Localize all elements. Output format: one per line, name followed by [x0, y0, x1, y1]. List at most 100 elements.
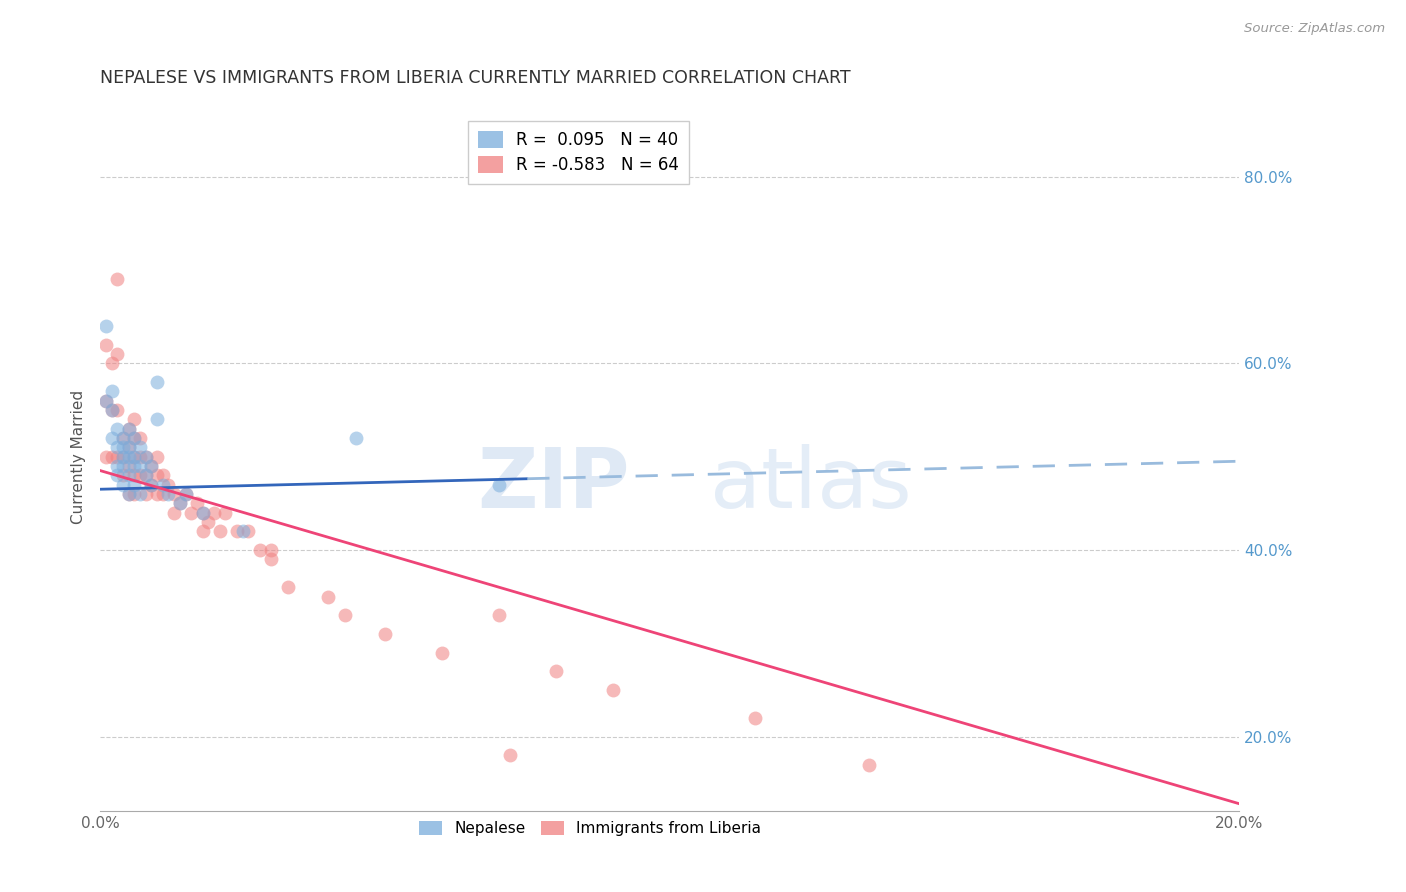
Point — [105, 458, 128, 473]
Point — [191, 506, 214, 520]
Point — [94, 318, 117, 333]
Text: Source: ZipAtlas.com: Source: ZipAtlas.com — [1244, 22, 1385, 36]
Point — [111, 440, 134, 454]
Point — [135, 487, 157, 501]
Point — [111, 450, 134, 464]
Point — [174, 487, 197, 501]
Point — [129, 468, 152, 483]
Point — [129, 450, 152, 464]
Point — [174, 487, 197, 501]
Point — [105, 440, 128, 454]
Point — [105, 468, 128, 483]
Point — [249, 542, 271, 557]
Point — [105, 347, 128, 361]
Point — [146, 375, 169, 389]
Point — [100, 356, 122, 370]
Point — [374, 627, 396, 641]
Point — [488, 477, 510, 491]
Point — [105, 450, 128, 464]
Point — [225, 524, 247, 539]
Point — [238, 524, 260, 539]
Point — [117, 468, 139, 483]
Point — [333, 608, 356, 623]
Point — [157, 477, 180, 491]
Point — [124, 450, 146, 464]
Point — [124, 487, 146, 501]
Point — [744, 711, 766, 725]
Point — [858, 757, 880, 772]
Point — [135, 468, 157, 483]
Point — [231, 524, 253, 539]
Point — [124, 477, 146, 491]
Point — [135, 450, 157, 464]
Point — [124, 431, 146, 445]
Point — [602, 682, 624, 697]
Point — [100, 384, 122, 399]
Point — [191, 524, 214, 539]
Point — [152, 477, 174, 491]
Point — [499, 748, 522, 763]
Point — [117, 440, 139, 454]
Point — [146, 412, 169, 426]
Point — [111, 431, 134, 445]
Point — [94, 337, 117, 351]
Point — [135, 450, 157, 464]
Point — [197, 515, 219, 529]
Point — [111, 431, 134, 445]
Point — [169, 496, 191, 510]
Point — [141, 458, 163, 473]
Point — [105, 421, 128, 435]
Point — [124, 412, 146, 426]
Point — [180, 506, 202, 520]
Point — [94, 393, 117, 408]
Point — [124, 450, 146, 464]
Point — [117, 421, 139, 435]
Point — [214, 506, 236, 520]
Point — [111, 450, 134, 464]
Point — [208, 524, 231, 539]
Point — [146, 487, 169, 501]
Text: ZIP: ZIP — [477, 444, 630, 525]
Point — [169, 496, 191, 510]
Point — [105, 272, 128, 286]
Point — [129, 440, 152, 454]
Point — [111, 468, 134, 483]
Point — [157, 487, 180, 501]
Point — [124, 458, 146, 473]
Point — [117, 487, 139, 501]
Point — [186, 496, 208, 510]
Point — [111, 458, 134, 473]
Point — [129, 458, 152, 473]
Point — [146, 450, 169, 464]
Point — [544, 664, 567, 678]
Point — [430, 646, 453, 660]
Text: atlas: atlas — [710, 444, 911, 525]
Y-axis label: Currently Married: Currently Married — [72, 390, 86, 524]
Legend: Nepalese, Immigrants from Liberia: Nepalese, Immigrants from Liberia — [413, 815, 766, 843]
Point — [117, 450, 139, 464]
Point — [316, 590, 339, 604]
Point — [135, 468, 157, 483]
Point — [191, 506, 214, 520]
Point — [277, 580, 299, 594]
Point — [124, 431, 146, 445]
Text: NEPALESE VS IMMIGRANTS FROM LIBERIA CURRENTLY MARRIED CORRELATION CHART: NEPALESE VS IMMIGRANTS FROM LIBERIA CURR… — [100, 69, 851, 87]
Point — [129, 431, 152, 445]
Point — [141, 477, 163, 491]
Point — [152, 487, 174, 501]
Point — [129, 487, 152, 501]
Point — [202, 506, 225, 520]
Point — [94, 450, 117, 464]
Point — [100, 431, 122, 445]
Point — [346, 431, 368, 445]
Point — [163, 487, 186, 501]
Point — [117, 440, 139, 454]
Point — [260, 552, 283, 566]
Point — [152, 468, 174, 483]
Point — [105, 403, 128, 417]
Point — [141, 477, 163, 491]
Point — [488, 608, 510, 623]
Point — [117, 458, 139, 473]
Point — [163, 506, 186, 520]
Point — [100, 403, 122, 417]
